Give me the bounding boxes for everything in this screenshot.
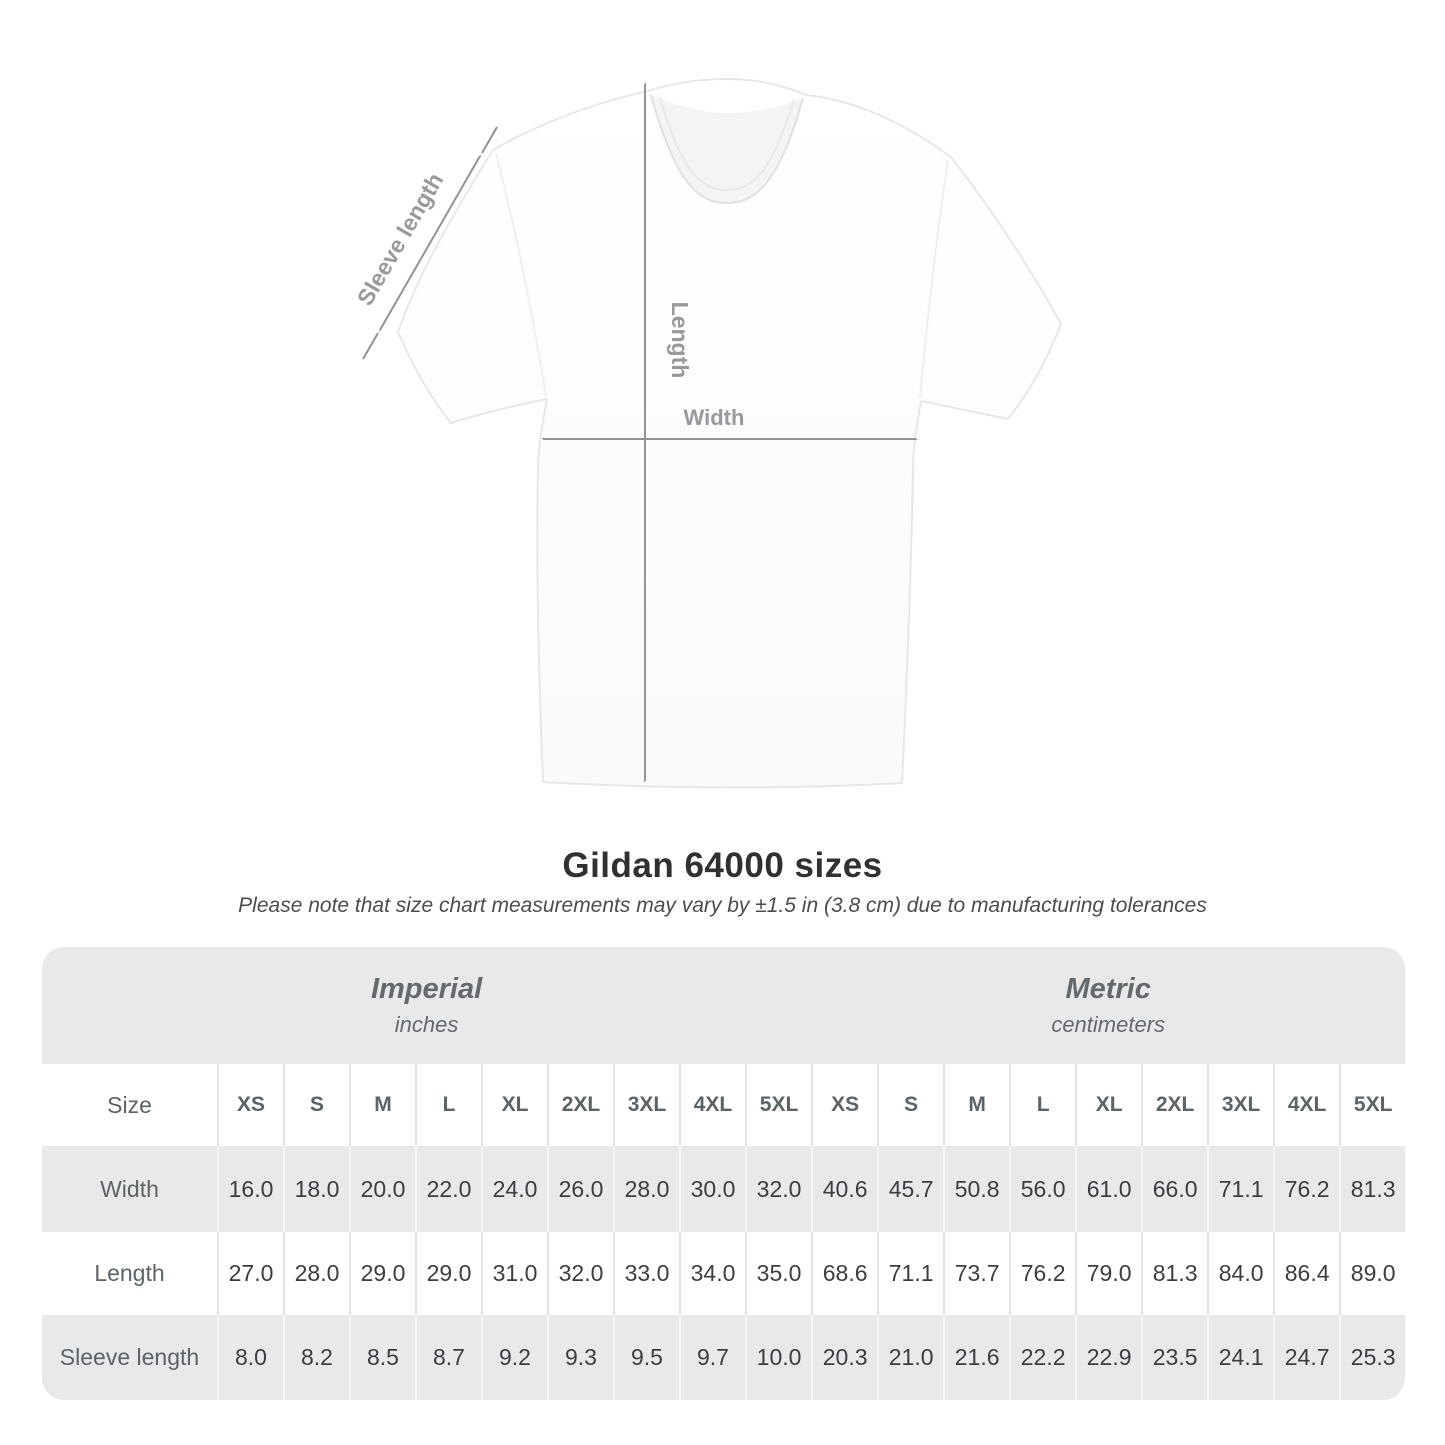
size-col-header-metric-l: L (1009, 1064, 1076, 1146)
cell-width-imperial-m: 20.0 (349, 1146, 415, 1232)
page-title: Gildan 64000 sizes (562, 846, 883, 885)
cell-sleeve-length-imperial-l: 8.7 (415, 1315, 481, 1400)
size-col-header-imperial-2xl: 2XL (547, 1064, 613, 1146)
cell-width-metric-4xl: 76.2 (1273, 1146, 1340, 1232)
size-col-header-metric-xl: XL (1075, 1064, 1142, 1146)
cell-length-metric-m: 73.7 (943, 1232, 1010, 1315)
imperial-band: Imperial inches (42, 947, 812, 1064)
cell-width-metric-3xl: 71.1 (1207, 1146, 1274, 1232)
cell-width-metric-xs: 40.6 (811, 1146, 878, 1232)
cell-length-metric-s: 71.1 (877, 1232, 944, 1315)
cell-length-imperial-3xl: 33.0 (613, 1232, 679, 1315)
cell-length-metric-5xl: 89.0 (1339, 1232, 1406, 1315)
row-label-length: Length (42, 1232, 217, 1315)
cell-sleeve-length-metric-xs: 20.3 (811, 1315, 878, 1400)
cell-length-metric-2xl: 81.3 (1141, 1232, 1208, 1315)
cell-length-imperial-s: 28.0 (283, 1232, 349, 1315)
unit-band-row: Imperial inches Metric centimeters (42, 947, 1406, 1064)
cell-length-imperial-2xl: 32.0 (547, 1232, 613, 1315)
imperial-label: Imperial (370, 973, 483, 1005)
page-subtitle: Please note that size chart measurements… (238, 894, 1207, 917)
cell-width-imperial-3xl: 28.0 (613, 1146, 679, 1232)
cell-length-imperial-xs: 27.0 (217, 1232, 283, 1315)
cell-sleeve-length-imperial-5xl: 10.0 (745, 1315, 812, 1400)
cell-width-imperial-xs: 16.0 (217, 1146, 283, 1232)
measurement-row-sleeve-length: Sleeve length 8.0 8.2 8.5 8.7 9.2 9.3 9.5 9.7 10.… (42, 1315, 1406, 1400)
cell-sleeve-length-imperial-4xl: 9.7 (679, 1315, 745, 1400)
metric-band: Metric centimeters (811, 947, 1406, 1064)
cell-width-metric-2xl: 66.0 (1141, 1146, 1208, 1232)
cell-width-imperial-xl: 24.0 (481, 1146, 547, 1232)
size-col-header-imperial-m: M (349, 1064, 415, 1146)
width-arrow-label: Width (684, 405, 745, 430)
cell-width-imperial-l: 22.0 (415, 1146, 481, 1232)
cell-sleeve-length-imperial-3xl: 9.5 (613, 1315, 679, 1400)
cell-sleeve-length-metric-m: 21.6 (943, 1315, 1010, 1400)
cell-length-imperial-m: 29.0 (349, 1232, 415, 1315)
length-arrow-label: Length (667, 302, 693, 379)
cell-sleeve-length-metric-xl: 22.9 (1075, 1315, 1142, 1400)
cell-length-metric-xs: 68.6 (811, 1232, 878, 1315)
cell-length-metric-3xl: 84.0 (1207, 1232, 1274, 1315)
cell-width-metric-m: 50.8 (943, 1146, 1010, 1232)
cell-length-metric-l: 76.2 (1009, 1232, 1076, 1315)
cell-sleeve-length-metric-4xl: 24.7 (1273, 1315, 1340, 1400)
cell-length-imperial-5xl: 35.0 (745, 1232, 812, 1315)
size-chart-table: Imperial inches Metric centimeters Size … (42, 947, 1406, 1400)
size-col-header-metric-2xl: 2XL (1141, 1064, 1208, 1146)
cell-sleeve-length-metric-l: 22.2 (1009, 1315, 1076, 1400)
size-col-header-imperial-l: L (415, 1064, 481, 1146)
cell-width-metric-5xl: 81.3 (1339, 1146, 1406, 1232)
measurement-row-length: Length 27.0 28.0 29.0 29.0 31.0 32.0 33.0 34.0 35… (42, 1232, 1406, 1315)
cell-length-imperial-l: 29.0 (415, 1232, 481, 1315)
cell-length-imperial-xl: 31.0 (481, 1232, 547, 1315)
size-col-header-metric-4xl: 4XL (1273, 1064, 1340, 1146)
cell-sleeve-length-imperial-xs: 8.0 (217, 1315, 283, 1400)
size-col-header-imperial-xs: XS (217, 1064, 283, 1146)
size-col-header-imperial-4xl: 4XL (679, 1064, 745, 1146)
cell-width-imperial-5xl: 32.0 (745, 1146, 812, 1232)
size-row-label: Size (42, 1064, 217, 1146)
cell-sleeve-length-imperial-xl: 9.2 (481, 1315, 547, 1400)
cell-sleeve-length-metric-5xl: 25.3 (1339, 1315, 1406, 1400)
cell-width-imperial-s: 18.0 (283, 1146, 349, 1232)
imperial-sublabel: inches (394, 1012, 459, 1037)
row-label-sleeve-length: Sleeve length (42, 1315, 217, 1400)
cell-length-imperial-4xl: 34.0 (679, 1232, 745, 1315)
size-col-header-metric-5xl: 5XL (1339, 1064, 1406, 1146)
size-col-header-imperial-xl: XL (481, 1064, 547, 1146)
cell-sleeve-length-metric-2xl: 23.5 (1141, 1315, 1208, 1400)
cell-sleeve-length-metric-s: 21.0 (877, 1315, 944, 1400)
metric-sublabel: centimeters (1051, 1012, 1166, 1037)
cell-length-metric-xl: 79.0 (1075, 1232, 1142, 1315)
cell-width-imperial-4xl: 30.0 (679, 1146, 745, 1232)
size-col-header-imperial-3xl: 3XL (613, 1064, 679, 1146)
cell-sleeve-length-metric-3xl: 24.1 (1207, 1315, 1274, 1400)
size-col-header-metric-m: M (943, 1064, 1010, 1146)
size-col-header-metric-3xl: 3XL (1207, 1064, 1274, 1146)
size-header-row: Size XS S M L XL 2XL 3XL 4XL 5XL XS S M L XL 2XL 3XL 4XL… (42, 1064, 1406, 1146)
cell-width-imperial-2xl: 26.0 (547, 1146, 613, 1232)
tshirt-measurement-diagram: Sleeve length Length Width (352, 78, 1062, 789)
sleeve-length-arrow (362, 126, 498, 360)
size-col-header-imperial-s: S (283, 1064, 349, 1146)
tshirt-image (397, 78, 1062, 789)
metric-label: Metric (1065, 973, 1151, 1005)
cell-width-metric-l: 56.0 (1009, 1146, 1076, 1232)
cell-width-metric-s: 45.7 (877, 1146, 944, 1232)
cell-sleeve-length-imperial-s: 8.2 (283, 1315, 349, 1400)
row-label-width: Width (42, 1146, 217, 1232)
size-col-header-metric-xs: XS (811, 1064, 878, 1146)
measurement-row-width: Width 16.0 18.0 20.0 22.0 24.0 26.0 28.0 30.0 32.… (42, 1146, 1406, 1232)
size-col-header-metric-s: S (877, 1064, 944, 1146)
size-chart: Imperial inches Metric centimeters Size … (42, 947, 1406, 1400)
cell-sleeve-length-imperial-m: 8.5 (349, 1315, 415, 1400)
size-col-header-imperial-5xl: 5XL (745, 1064, 812, 1146)
cell-sleeve-length-imperial-2xl: 9.3 (547, 1315, 613, 1400)
cell-width-metric-xl: 61.0 (1075, 1146, 1142, 1232)
cell-length-metric-4xl: 86.4 (1273, 1232, 1340, 1315)
